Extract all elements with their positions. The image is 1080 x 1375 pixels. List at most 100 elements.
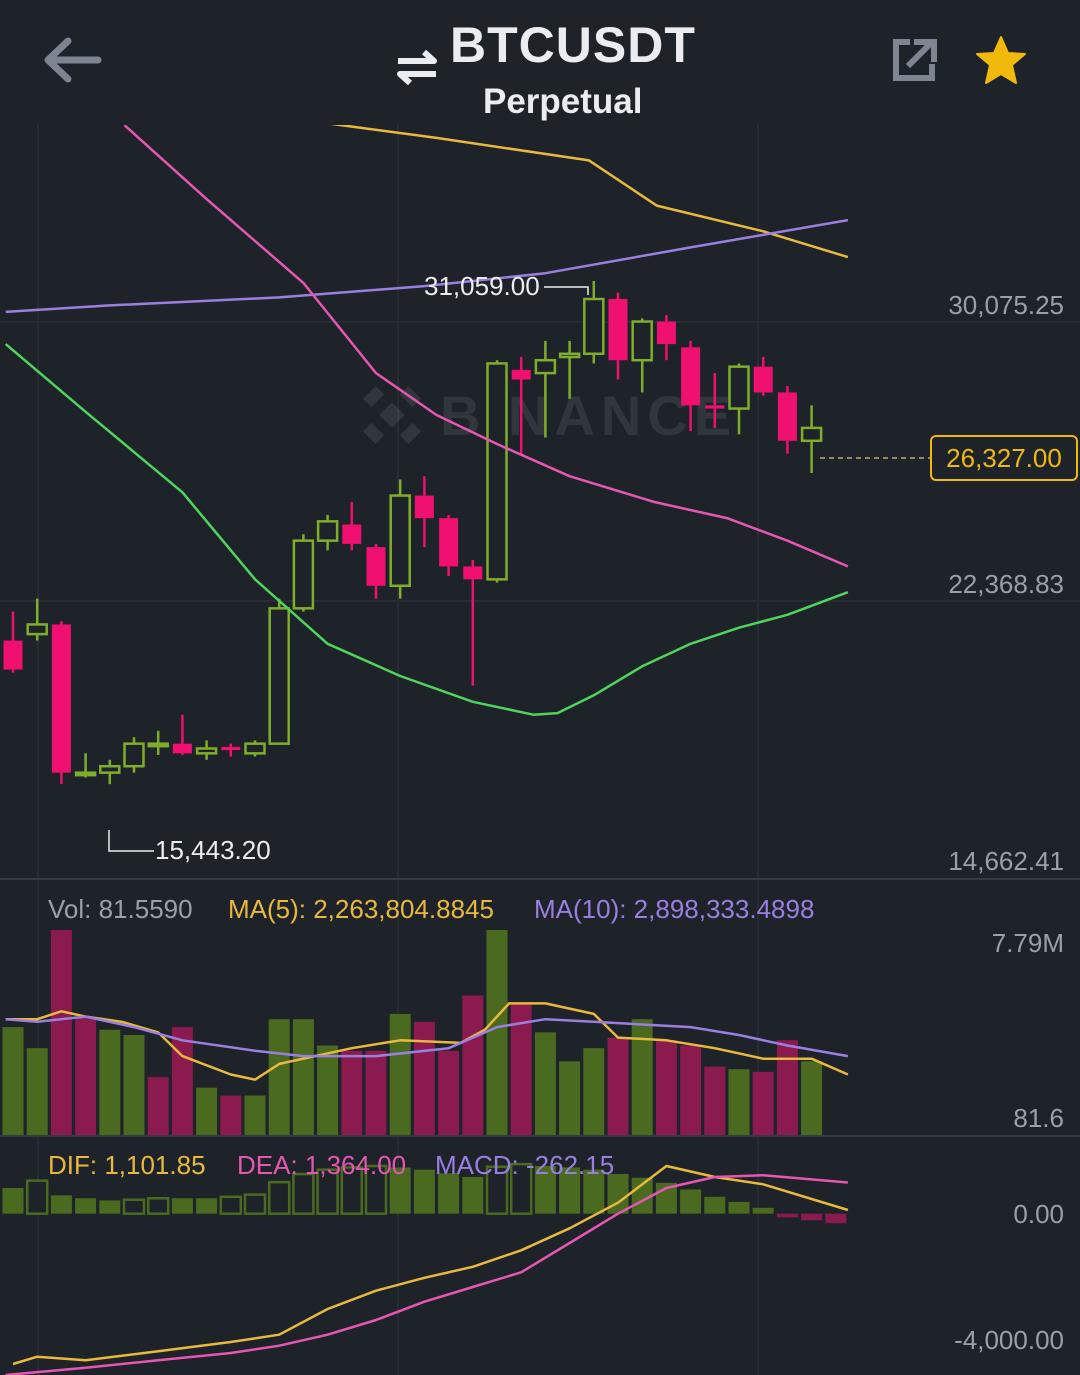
volume-bar[interactable] <box>486 930 508 1135</box>
candle[interactable] <box>26 598 48 641</box>
volume-bar[interactable] <box>2 1027 24 1135</box>
candle[interactable] <box>3 611 23 673</box>
macd-bar[interactable] <box>171 1198 193 1214</box>
volume-bar[interactable] <box>50 930 72 1135</box>
candle[interactable] <box>172 714 192 755</box>
candle[interactable] <box>366 543 386 599</box>
macd-bar[interactable] <box>438 1173 460 1214</box>
candle[interactable] <box>681 340 701 432</box>
share-button[interactable] <box>890 36 940 84</box>
volume-bar[interactable] <box>244 1095 266 1135</box>
volume-bar[interactable] <box>171 1027 193 1135</box>
macd-bar[interactable] <box>99 1200 121 1214</box>
candle[interactable] <box>656 315 676 361</box>
macd-bar[interactable] <box>752 1207 774 1214</box>
volume-bar[interactable] <box>752 1071 774 1135</box>
macd-bar[interactable] <box>146 1197 170 1215</box>
candle[interactable] <box>221 743 241 757</box>
macd-pane[interactable] <box>2 1162 849 1375</box>
macd-bar[interactable] <box>75 1198 97 1214</box>
volume-bar[interactable] <box>510 1003 532 1135</box>
volume-bar[interactable] <box>607 1037 629 1135</box>
macd-bar[interactable] <box>680 1189 702 1214</box>
candle[interactable] <box>753 357 773 396</box>
volume-bar[interactable] <box>26 1048 48 1135</box>
candle[interactable] <box>292 534 315 612</box>
volume-bar[interactable] <box>268 1019 290 1135</box>
candle[interactable] <box>244 740 266 757</box>
macd-bar[interactable] <box>776 1213 798 1218</box>
symbol-selector[interactable]: BTCUSDT <box>450 17 696 73</box>
candle[interactable] <box>123 737 145 773</box>
volume-bar[interactable] <box>365 1050 387 1135</box>
candle[interactable] <box>558 340 581 399</box>
macd-bar[interactable] <box>267 1180 291 1215</box>
macd-bar[interactable] <box>364 1164 388 1215</box>
candle[interactable] <box>486 360 508 583</box>
volume-bar[interactable] <box>341 1050 363 1135</box>
macd-bar[interactable] <box>583 1169 605 1214</box>
candle[interactable] <box>51 621 71 784</box>
favorite-button[interactable] <box>974 34 1028 88</box>
macd-bar[interactable] <box>485 1165 509 1215</box>
candle[interactable] <box>728 363 750 435</box>
candle[interactable] <box>268 598 290 745</box>
volume-bar[interactable] <box>704 1066 726 1135</box>
macd-bar[interactable] <box>2 1188 24 1214</box>
candle[interactable] <box>342 502 362 551</box>
macd-bar[interactable] <box>413 1169 435 1214</box>
volume-bar[interactable] <box>389 1013 411 1135</box>
macd-bar[interactable] <box>607 1174 629 1214</box>
candle[interactable] <box>777 386 797 454</box>
macd-bar[interactable] <box>534 1166 556 1214</box>
macd-bar[interactable] <box>292 1172 315 1215</box>
volume-bar[interactable] <box>196 1087 218 1135</box>
volume-bar[interactable] <box>292 1019 314 1135</box>
volume-bar[interactable] <box>534 1032 556 1135</box>
candle[interactable] <box>534 340 557 438</box>
macd-bar[interactable] <box>801 1213 823 1221</box>
volume-bar[interactable] <box>99 1029 121 1135</box>
candle[interactable] <box>316 514 339 551</box>
candle[interactable] <box>705 373 725 428</box>
candle[interactable] <box>608 292 628 380</box>
volume-bar[interactable] <box>801 1061 823 1135</box>
macd-bar[interactable] <box>243 1193 267 1215</box>
macd-bar[interactable] <box>25 1179 49 1215</box>
candle[interactable] <box>99 759 121 785</box>
macd-bar[interactable] <box>559 1167 581 1214</box>
chart-area[interactable]: BINANCE 30,075.25 22,368.83 14,662.41 7.… <box>0 125 1080 1375</box>
macd-bar[interactable] <box>728 1201 750 1214</box>
candle[interactable] <box>389 479 411 599</box>
volume-bar[interactable] <box>680 1045 702 1135</box>
volume-pane[interactable] <box>2 930 849 1135</box>
macd-bar[interactable] <box>219 1195 243 1215</box>
candle[interactable] <box>511 357 531 454</box>
candle[interactable] <box>631 318 653 393</box>
volume-bar[interactable] <box>776 1040 798 1135</box>
macd-bar[interactable] <box>462 1177 484 1214</box>
volume-bar[interactable] <box>123 1035 145 1135</box>
candle[interactable] <box>195 740 218 760</box>
volume-bar[interactable] <box>559 1061 581 1135</box>
back-button[interactable] <box>40 30 104 90</box>
candle[interactable] <box>147 730 169 755</box>
volume-bar[interactable] <box>317 1045 339 1135</box>
candle[interactable] <box>800 405 823 473</box>
macd-bar[interactable] <box>196 1198 218 1214</box>
volume-bar[interactable] <box>631 1019 653 1135</box>
candle[interactable] <box>583 280 605 364</box>
macd-bar[interactable] <box>389 1167 411 1214</box>
volume-bar[interactable] <box>583 1048 605 1135</box>
candle[interactable] <box>74 753 97 778</box>
volume-bar[interactable] <box>220 1095 242 1135</box>
candle[interactable] <box>439 514 459 577</box>
macd-bar[interactable] <box>704 1196 726 1214</box>
volume-bar[interactable] <box>655 1040 677 1135</box>
price-pane[interactable] <box>3 125 849 785</box>
swap-icon[interactable] <box>394 46 440 88</box>
macd-bar[interactable] <box>509 1162 533 1215</box>
volume-bar[interactable] <box>147 1077 169 1135</box>
macd-bar[interactable] <box>825 1213 847 1224</box>
macd-bar[interactable] <box>340 1166 364 1215</box>
